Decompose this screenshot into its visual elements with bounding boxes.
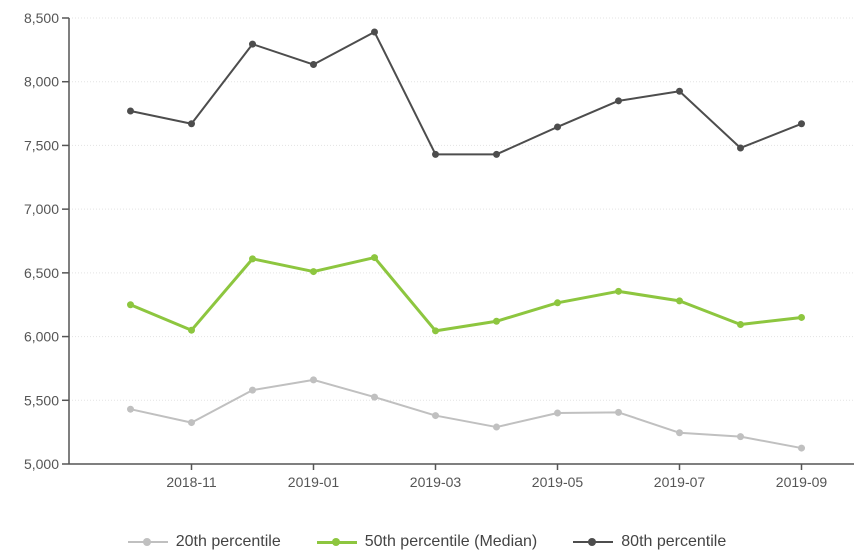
- data-point[interactable]: [798, 444, 805, 452]
- data-point[interactable]: [371, 28, 378, 36]
- data-point[interactable]: [493, 317, 500, 325]
- data-point[interactable]: [249, 255, 256, 263]
- legend-label-20th: 20th percentile: [175, 533, 281, 550]
- legend-swatch-80th: [573, 536, 614, 548]
- legend-label-80th: 80th percentile: [621, 533, 727, 550]
- legend-swatch-20th: [127, 536, 168, 548]
- series-line: [129, 256, 802, 333]
- x-tick-label: 2019-03: [410, 474, 462, 490]
- y-tick-label: 8,000: [24, 74, 59, 90]
- data-point[interactable]: [554, 299, 561, 307]
- data-point[interactable]: [310, 61, 317, 69]
- x-ticks: 2018-11 2019-01 2019-03 2019-05 2019-07 2019-…: [166, 464, 827, 490]
- series-3: [127, 28, 805, 158]
- x-tick-label: 2019-01: [288, 474, 340, 490]
- data-point[interactable]: [249, 40, 256, 48]
- series-line: [130, 378, 802, 450]
- data-point[interactable]: [432, 150, 439, 158]
- y-tick-label: 6,500: [24, 265, 59, 281]
- data-point[interactable]: [615, 287, 622, 295]
- axes: [68, 18, 854, 465]
- x-tick-label: 2019-09: [776, 474, 828, 490]
- data-point[interactable]: [615, 97, 622, 105]
- x-tick-label: 2019-05: [532, 474, 584, 490]
- legend-label-median: 50th percentile (Median): [364, 533, 538, 550]
- data-point[interactable]: [310, 376, 317, 384]
- y-tick-label: 6,000: [24, 329, 59, 345]
- y-tick-label: 8,500: [24, 10, 59, 26]
- y-tick-label: 7,500: [24, 137, 59, 153]
- data-point[interactable]: [432, 412, 439, 420]
- x-tick-label: 2019-07: [654, 474, 706, 490]
- data-point[interactable]: [798, 313, 805, 321]
- data-point[interactable]: [432, 327, 439, 335]
- legend-dot-20th: [142, 538, 151, 546]
- series-group: [127, 28, 805, 452]
- series-1: [127, 376, 805, 452]
- data-point[interactable]: [127, 405, 134, 413]
- data-point[interactable]: [554, 123, 561, 131]
- data-point[interactable]: [676, 429, 683, 437]
- gridlines: [69, 17, 854, 401]
- y-tick-label: 5,000: [24, 456, 59, 472]
- x-tick-label: 2018-11: [166, 474, 217, 490]
- data-point[interactable]: [676, 297, 683, 305]
- data-point[interactable]: [493, 150, 500, 158]
- data-point[interactable]: [493, 423, 500, 431]
- data-point[interactable]: [127, 301, 134, 309]
- data-point[interactable]: [737, 320, 744, 328]
- data-point[interactable]: [371, 393, 378, 401]
- data-point[interactable]: [615, 408, 622, 416]
- legend: 20th percentile 50th percentile (Median)…: [0, 530, 854, 554]
- data-point[interactable]: [249, 386, 256, 394]
- legend-item-80th[interactable]: 80th percentile: [573, 533, 726, 551]
- data-point[interactable]: [188, 326, 195, 334]
- data-point[interactable]: [737, 144, 744, 152]
- legend-dot-80th: [588, 538, 597, 546]
- series-2: [127, 254, 805, 335]
- data-point[interactable]: [310, 268, 317, 276]
- data-point[interactable]: [737, 433, 744, 441]
- data-point[interactable]: [371, 254, 378, 262]
- line-chart: 5,000 5,500 6,000 6,500 7,000 7,500 8,000 8,500…: [24, 10, 854, 490]
- legend-swatch-median: [316, 536, 357, 548]
- series-line: [130, 31, 802, 156]
- legend-item-median[interactable]: 50th percentile (Median): [316, 533, 538, 551]
- y-tick-label: 7,000: [24, 201, 59, 217]
- data-point[interactable]: [676, 87, 683, 95]
- data-point[interactable]: [188, 120, 195, 128]
- legend-dot-median: [331, 538, 340, 546]
- data-point[interactable]: [188, 419, 195, 427]
- legend-item-20th[interactable]: 20th percentile: [127, 533, 281, 551]
- y-ticks: 5,000 5,500 6,000 6,500 7,000 7,500 8,000 8,500: [24, 10, 69, 472]
- data-point[interactable]: [127, 107, 134, 115]
- y-tick-label: 5,500: [24, 392, 59, 408]
- data-point[interactable]: [554, 409, 561, 417]
- data-point[interactable]: [798, 120, 805, 128]
